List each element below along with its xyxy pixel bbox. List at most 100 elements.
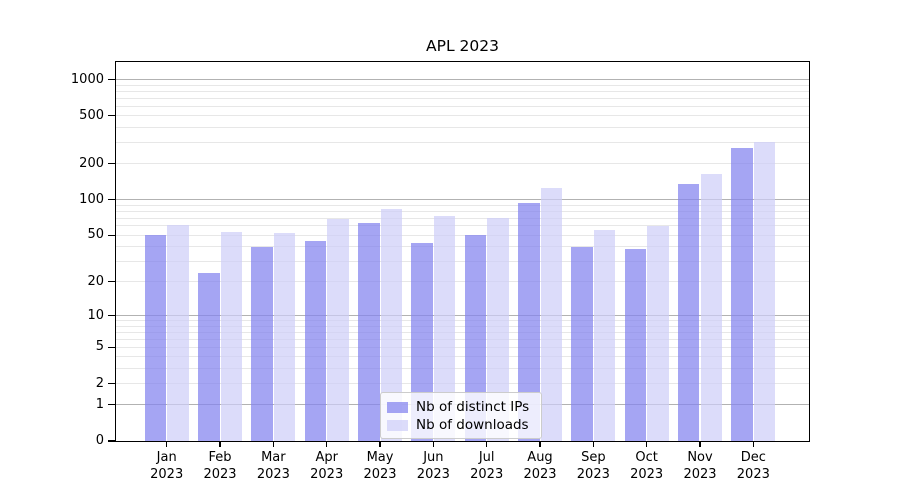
y-tick-mark [108,346,115,348]
x-tick-label-month: Oct [635,450,658,465]
legend-swatch-downloads [387,419,408,431]
x-tick-label-year: 2023 [736,467,770,482]
y-tick-mark [108,78,115,81]
gridline-minor [116,281,809,283]
legend-label-downloads: Nb of downloads [416,417,529,433]
x-tick-label-month: Aug [527,450,553,465]
x-tick-label-year: 2023 [310,467,344,482]
x-tick-label-month: Jan [156,450,177,465]
x-tick-label-year: 2023 [203,467,237,482]
gridline-minor [116,105,809,107]
x-tick-label-year: 2023 [630,467,664,482]
bar-nb-of-distinct-ips-jan [144,235,167,441]
gridline-minor [116,97,809,99]
bar-nb-of-downloads-jan [167,225,189,441]
gridline-minor [116,141,809,143]
bar-nb-of-downloads-jun [433,215,456,441]
y-tick-mark [108,234,115,236]
x-tick-mark [432,442,434,447]
bar-nb-of-downloads-oct [647,225,669,441]
y-tick-label: 0 [95,433,104,448]
gridline-minor [116,84,809,86]
x-tick-mark [592,442,594,447]
bar-nb-of-distinct-ips-nov [677,184,700,441]
x-tick-label-year: 2023 [256,467,290,482]
x-tick-label: May 2023 [345,449,415,483]
gridline-minor [116,234,809,236]
y-tick-label: 1000 [70,71,104,87]
x-tick-label-month: Mar [261,450,286,465]
x-tick-mark [166,442,168,447]
gridline-minor [116,367,809,369]
gridline-minor [116,225,809,227]
gridline-minor [116,90,809,92]
y-tick-mark [108,382,115,385]
bar-nb-of-distinct-ips-aug [517,202,540,441]
bar-nb-of-distinct-ips-sep [571,246,593,441]
x-tick-label-year: 2023 [363,467,397,482]
y-tick-label: 1 [95,396,104,412]
x-tick-label-year: 2023 [150,467,184,482]
plot-area [115,61,810,442]
gridline-minor [116,346,809,348]
gridline-minor [116,115,809,117]
bar-nb-of-distinct-ips-jun [411,243,433,441]
gridline-minor [116,325,809,327]
y-tick-mark [108,162,115,165]
legend: Nb of distinct IPs Nb of downloads [380,392,542,439]
bar-nb-of-downloads-sep [593,230,616,441]
x-tick-label: Sep 2023 [558,449,628,483]
x-tick-label: Nov 2023 [665,449,735,483]
x-tick-label: Dec 2023 [718,449,788,483]
y-tick-label: 100 [79,191,104,207]
x-tick-label-month: Sep [581,450,606,465]
gridline-minor [116,204,809,206]
x-tick-label: Feb 2023 [185,449,255,483]
bar-nb-of-distinct-ips-feb [197,272,220,441]
bar-nb-of-distinct-ips-dec [731,147,753,441]
x-tick-label: Aug 2023 [505,449,575,483]
x-tick-label: Apr 2023 [292,449,362,483]
gridline-minor [116,246,809,248]
gridline-minor [116,383,809,385]
x-tick-label-year: 2023 [470,467,504,482]
y-tick-mark [108,404,115,406]
bar-nb-of-distinct-ips-jul [464,235,487,441]
x-tick-label-year: 2023 [416,467,450,482]
y-tick-mark [108,440,115,442]
y-tick-mark [108,115,115,117]
legend-label-distinct-ips: Nb of distinct IPs [416,399,530,415]
x-tick-mark [272,442,274,447]
bar-nb-of-distinct-ips-oct [624,249,647,441]
bar-nb-of-downloads-apr [327,218,349,441]
x-tick-label-year: 2023 [523,467,557,482]
x-tick-mark [326,442,328,447]
y-tick-label: 10 [87,307,104,323]
x-tick-mark [539,442,541,447]
x-tick-mark [646,442,648,447]
bar-nb-of-downloads-nov [700,173,723,441]
gridline-minor [116,260,809,262]
y-tick-mark [108,314,115,317]
gridline-major [116,315,809,317]
x-tick-label-month: Jun [423,450,444,465]
y-tick-label: 200 [79,155,104,171]
x-tick-label-month: May [366,450,394,465]
x-tick-label-year: 2023 [576,467,610,482]
gridline-minor [116,320,809,322]
bar-nb-of-distinct-ips-apr [304,240,327,441]
x-tick-label: Mar 2023 [238,449,308,483]
bar-nb-of-distinct-ips-may [357,222,380,441]
legend-item-downloads: Nb of downloads [387,416,534,434]
x-tick-label: Oct 2023 [612,449,682,483]
x-tick-label-month: Feb [208,450,232,465]
x-tick-mark [752,442,754,447]
x-tick-label-month: Dec [740,450,766,465]
x-tick-label-month: Nov [687,450,713,465]
chart-title: APL 2023 [426,37,499,55]
gridline-minor [116,126,809,128]
y-tick-label: 2 [95,375,104,391]
bar-nb-of-downloads-may [380,209,403,441]
x-tick-mark [219,442,221,447]
y-tick-label: 20 [87,273,104,289]
